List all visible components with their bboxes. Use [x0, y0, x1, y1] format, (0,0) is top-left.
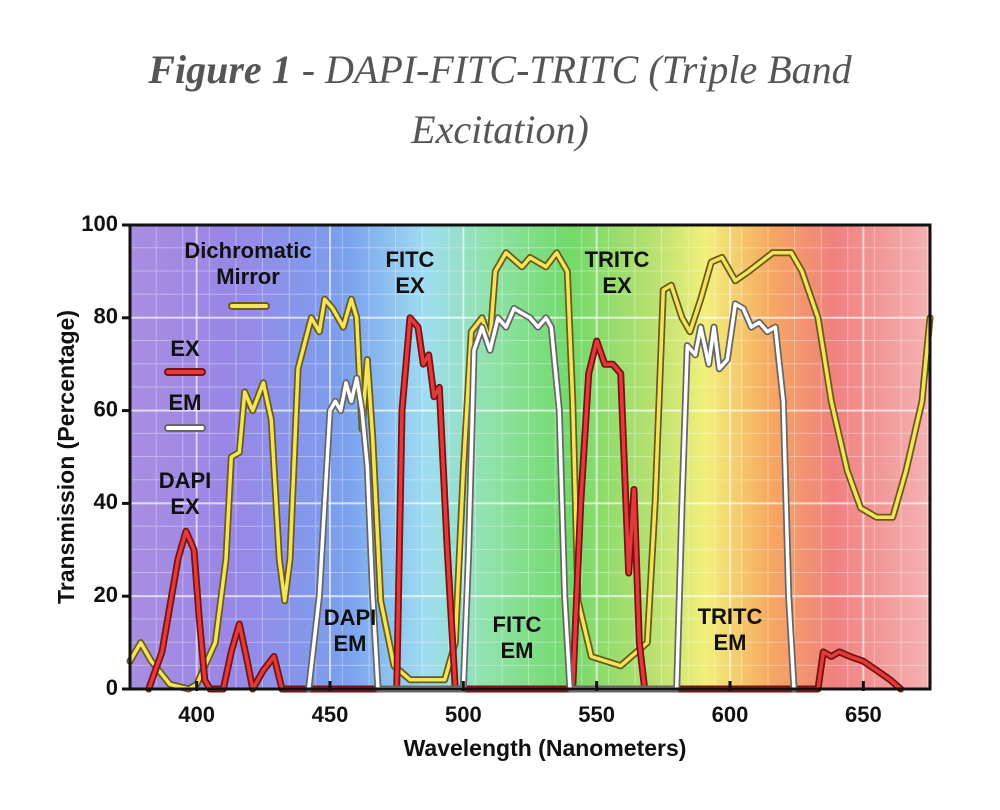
annotation: TRITC EX	[585, 247, 650, 298]
y-tick-label: 60	[94, 396, 118, 421]
series-line	[306, 302, 796, 691]
y-tick-label: 20	[94, 582, 118, 607]
annotation: DAPI EX	[159, 468, 212, 519]
annotation: TRITC EM	[698, 604, 763, 655]
legend-label: EX	[170, 336, 200, 361]
x-tick-label: 650	[845, 702, 882, 727]
series-line	[146, 316, 903, 691]
x-tick-label: 450	[312, 702, 349, 727]
x-axis-label: Wavelength (Nanometers)	[404, 735, 687, 761]
series-line	[128, 251, 932, 691]
chart-subtitle: - DAPI-FITC-TRITC (Triple Band Excitatio…	[301, 47, 852, 152]
x-tick-label: 500	[445, 702, 482, 727]
plot-frame	[128, 223, 932, 691]
chart-title: Figure 1	[148, 47, 292, 92]
title-block: Figure 1 - DAPI-FITC-TRITC (Triple Band …	[100, 40, 900, 160]
legend-label: Dichromatic Mirror	[184, 238, 311, 289]
x-tick-label: 550	[578, 702, 615, 727]
x-tick-label: 600	[712, 702, 749, 727]
annotation: DAPI EM	[324, 605, 377, 656]
legend-label: EM	[169, 390, 202, 415]
y-tick-label: 0	[106, 675, 118, 700]
y-tick-label: 100	[81, 211, 118, 236]
y-tick-label: 80	[94, 304, 118, 329]
annotation: FITC EM	[493, 612, 542, 663]
y-axis-label: Transmission (Percentage)	[53, 310, 79, 604]
y-tick-label: 40	[94, 489, 118, 514]
x-tick-label: 400	[178, 702, 215, 727]
annotation: FITC EX	[386, 247, 435, 298]
